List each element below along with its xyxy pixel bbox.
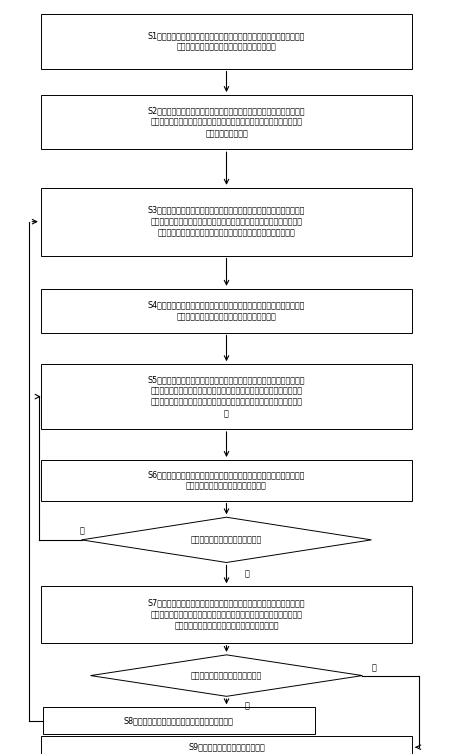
FancyBboxPatch shape (41, 14, 412, 69)
Text: 否: 否 (79, 526, 84, 535)
Text: 是: 是 (245, 569, 249, 578)
FancyBboxPatch shape (41, 460, 412, 501)
Text: 判断采摘机器人是否走完导航路径: 判断采摘机器人是否走完导航路径 (191, 671, 262, 680)
Text: 是: 是 (371, 664, 376, 673)
FancyBboxPatch shape (41, 95, 412, 149)
Text: S5：在该采摘点，根据逆运动学算法，通过规划的采摘轨迹反推导出机械
臂的运动轨迹；中央处理器将控制信号传输到机械臂驱动控制模块，机械
臂驱动控制模块驱动机械臂按: S5：在该采摘点，根据逆运动学算法，通过规划的采摘轨迹反推导出机械 臂的运动轨迹… (148, 375, 305, 418)
Text: S3：采摘机器人到达该采摘点后，通过双目镜头实时拍摄采摘点附近的待
采摘图像信息，由图像处理模块对待采摘图像进行处理，并根据处理后的
待采摘图像分析果实的位置，: S3：采摘机器人到达该采摘点后，通过双目镜头实时拍摄采摘点附近的待 采摘图像信息… (148, 206, 305, 238)
FancyBboxPatch shape (43, 707, 315, 734)
Text: S9：控制采摘机器人返回停靠基地: S9：控制采摘机器人返回停靠基地 (188, 743, 265, 752)
FancyBboxPatch shape (41, 587, 412, 642)
Text: S2：启动采摘机器人，中央处理器将控制信号传输到移动平台控制模块，
移动平台控制模块控制履带式移动平台开始移动；采摘机器人进入导航路
径，并进入采摘点；: S2：启动采摘机器人，中央处理器将控制信号传输到移动平台控制模块， 移动平台控制… (148, 106, 305, 138)
FancyBboxPatch shape (41, 289, 412, 333)
Polygon shape (82, 517, 371, 562)
Text: S4：中央处理器对处于采摘范围内的果实建立采摘任务表，并根据果实的
位置规划每一个采摘任务时机械臂的采摘轨迹；: S4：中央处理器对处于采摘范围内的果实建立采摘任务表，并根据果实的 位置规划每一… (148, 300, 305, 321)
FancyBboxPatch shape (41, 188, 412, 256)
Text: 判断该采摘点的采摘任务是否完成: 判断该采摘点的采摘任务是否完成 (191, 535, 262, 544)
Text: S8：中央处理器控制采摘机器人进入下一个采摘点: S8：中央处理器控制采摘机器人进入下一个采摘点 (124, 716, 234, 725)
FancyBboxPatch shape (41, 364, 412, 429)
Polygon shape (91, 654, 362, 697)
Text: S1：制作果园的导航地图，根据果园内果树栽种分布在导航地图内预设导
航路径，在导航路径上设置连续的若干采摘点；: S1：制作果园的导航地图，根据果园内果树栽种分布在导航地图内预设导 航路径，在导… (148, 31, 305, 52)
Text: S7：通过单目镜头拍摄该采摘点的路径信息，中央处理器根据路径信息和
采摘机器人的定位信息确定采摘机器人在导航地图中的位置；将采摘机器
人在导航地图中的位置与预设: S7：通过单目镜头拍摄该采摘点的路径信息，中央处理器根据路径信息和 采摘机器人的… (148, 599, 305, 630)
Text: 否: 否 (245, 702, 249, 710)
FancyBboxPatch shape (41, 736, 412, 754)
Text: S6：采摘该采摘点范围内的果实；中央处理器根据双目镜头的实时拍摄信
息判断该采摘点的采摘任务是否完成；: S6：采摘该采摘点范围内的果实；中央处理器根据双目镜头的实时拍摄信 息判断该采摘… (148, 470, 305, 491)
